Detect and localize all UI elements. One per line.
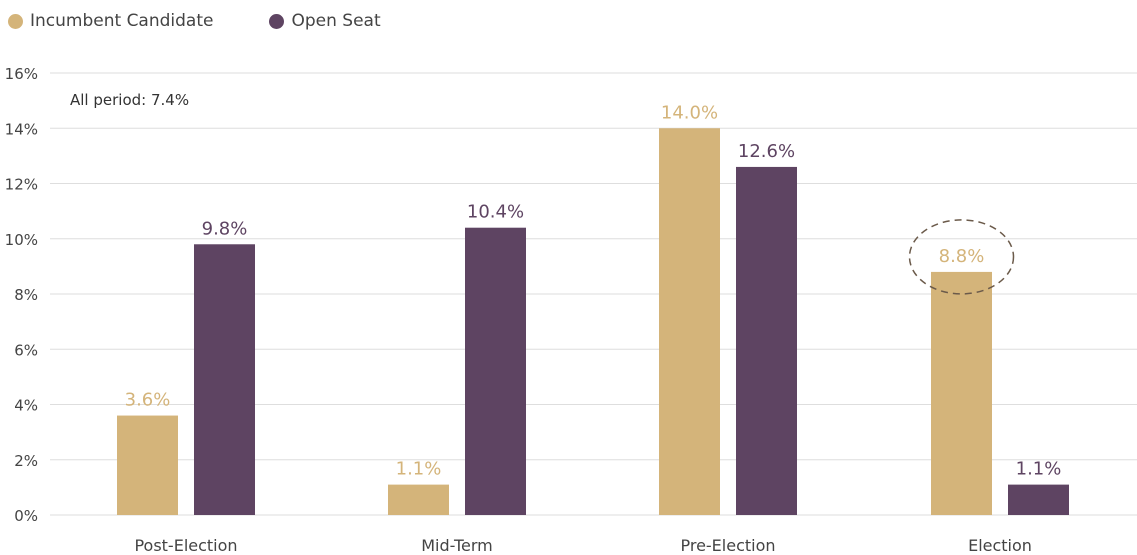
bar-open-seat-election — [1008, 484, 1069, 515]
bar-incumbent-candidate-mid-term — [388, 484, 449, 515]
legend-item-incumbent: Incumbent Candidate — [8, 11, 213, 31]
y-tick-label-12: 12% — [5, 176, 38, 194]
data-label-open-seat-pre-election: 12.6% — [738, 141, 795, 162]
x-tick-label-pre-election: Pre-Election — [680, 536, 775, 555]
x-tick-label-mid-term: Mid-Term — [421, 536, 493, 555]
data-label-open-seat-election: 1.1% — [1016, 459, 1062, 480]
y-tick-label-2: 2% — [14, 452, 38, 470]
legend-label-open-seat: Open Seat — [291, 11, 381, 31]
all-period-annotation: All period: 7.4% — [70, 91, 190, 109]
bar-open-seat-mid-term — [465, 227, 526, 515]
x-tick-label-post-election: Post-Election — [134, 536, 237, 555]
data-label-incumbent-candidate-pre-election: 14.0% — [661, 102, 718, 123]
y-tick-label-8: 8% — [14, 286, 38, 304]
y-tick-label-16: 16% — [5, 65, 38, 83]
y-tick-label-10: 10% — [5, 231, 38, 249]
legend: Incumbent Candidate Open Seat — [8, 10, 437, 32]
bar-incumbent-candidate-post-election — [117, 415, 178, 515]
legend-swatch-open-seat — [269, 13, 285, 29]
y-tick-label-14: 14% — [5, 120, 38, 138]
data-label-open-seat-post-election: 9.8% — [202, 218, 248, 239]
y-tick-label-4: 4% — [14, 397, 38, 415]
bar-open-seat-pre-election — [736, 166, 797, 516]
data-label-open-seat-mid-term: 10.4% — [467, 202, 524, 223]
bar-open-seat-post-election — [194, 244, 255, 515]
y-tick-label-6: 6% — [14, 341, 38, 359]
legend-item-open-seat: Open Seat — [269, 11, 381, 31]
legend-swatch-incumbent — [8, 13, 23, 29]
y-tick-label-0: 0% — [14, 507, 38, 525]
data-label-incumbent-candidate-election: 8.8% — [939, 246, 985, 267]
legend-label-incumbent: Incumbent Candidate — [30, 11, 214, 31]
x-tick-label-election: Election — [968, 536, 1032, 555]
bar-incumbent-candidate-pre-election — [659, 128, 720, 515]
highlight-ring — [908, 219, 1015, 295]
data-label-incumbent-candidate-post-election: 3.6% — [125, 390, 171, 411]
bar-incumbent-candidate-election — [931, 271, 992, 515]
data-label-incumbent-candidate-mid-term: 1.1% — [396, 459, 442, 480]
